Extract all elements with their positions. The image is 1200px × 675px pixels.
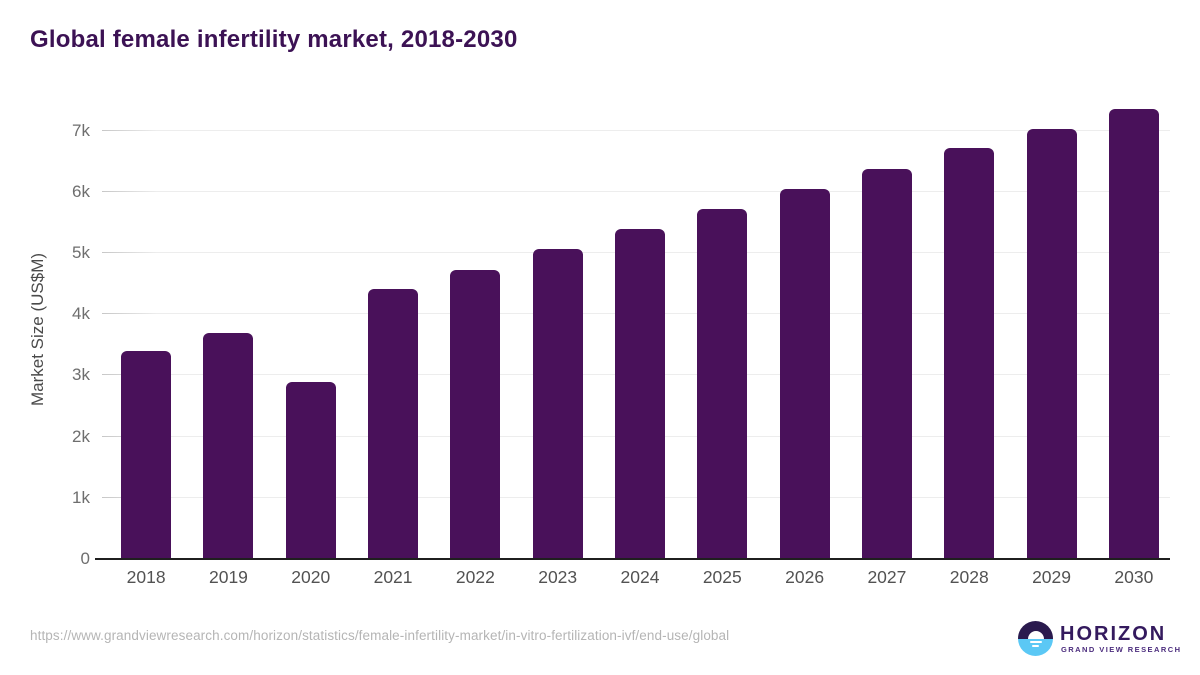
bar-2030 <box>1108 108 1159 559</box>
x-axis-label: 2022 <box>455 567 495 587</box>
bar-2018 <box>121 350 172 559</box>
x-axis-label: 2024 <box>620 567 660 587</box>
chart-title: Global female infertility market, 2018-2… <box>30 26 518 53</box>
bar-2019 <box>203 332 254 559</box>
gridline <box>102 190 1170 192</box>
x-axis-label: 2027 <box>867 567 907 587</box>
logo-sea-half <box>1018 638 1053 656</box>
y-tick-label: 0 <box>80 549 90 568</box>
y-tick-labels: 0 1k 2k 3k 4k 5k 6k 7k <box>30 100 90 568</box>
x-axis-line <box>95 557 1170 560</box>
bar-2020 <box>285 382 336 559</box>
logo-reflection-line <box>1032 645 1039 648</box>
bar-2022 <box>450 269 501 559</box>
horizon-logo: HORIZON GRAND VIEW RESEARCH <box>1018 620 1180 660</box>
logo-sky-half <box>1018 621 1053 639</box>
y-tick-label: 2k <box>72 426 90 446</box>
bar-2024 <box>615 229 665 559</box>
logo-brand-text: HORIZON <box>1060 623 1167 645</box>
logo-subbrand-text: GRAND VIEW RESEARCH <box>1061 645 1182 654</box>
x-axis-label: 2018 <box>126 567 166 587</box>
bar-2025 <box>697 208 748 559</box>
x-axis-label: 2025 <box>702 567 742 587</box>
bar-2027 <box>861 168 912 559</box>
y-tick-label: 7k <box>72 120 90 140</box>
bar-2023 <box>532 249 583 559</box>
y-tick-label: 6k <box>72 181 90 201</box>
horizon-logo-icon <box>1018 621 1053 656</box>
logo-sun-icon <box>1027 630 1044 639</box>
x-axis-label: 2029 <box>1032 567 1071 587</box>
plot-area <box>100 100 1170 559</box>
x-axis-label: 2030 <box>1114 567 1154 587</box>
bar-2028 <box>944 148 995 559</box>
bar-2029 <box>1026 128 1077 559</box>
source-url: https://www.grandviewresearch.com/horizo… <box>30 628 730 643</box>
gridline <box>102 129 1170 131</box>
y-tick-label: 1k <box>72 487 90 507</box>
x-axis-label: 2023 <box>538 567 578 587</box>
x-axis-label: 2021 <box>373 567 413 587</box>
x-axis-label: 2028 <box>949 567 989 587</box>
bar-2021 <box>368 289 419 559</box>
logo-reflection-line <box>1029 640 1042 643</box>
x-axis-label: 2026 <box>785 567 825 587</box>
y-tick-label: 5k <box>72 243 90 262</box>
y-tick-label: 3k <box>72 365 90 385</box>
x-axis-label: 2019 <box>208 567 248 587</box>
x-axis-labels: 2018 2019 2020 2021 2022 2023 2024 2025 2026 2027… <box>100 567 1170 591</box>
bar-2026 <box>779 188 830 559</box>
y-tick-label: 4k <box>72 304 90 324</box>
x-axis-label: 2020 <box>291 567 331 587</box>
